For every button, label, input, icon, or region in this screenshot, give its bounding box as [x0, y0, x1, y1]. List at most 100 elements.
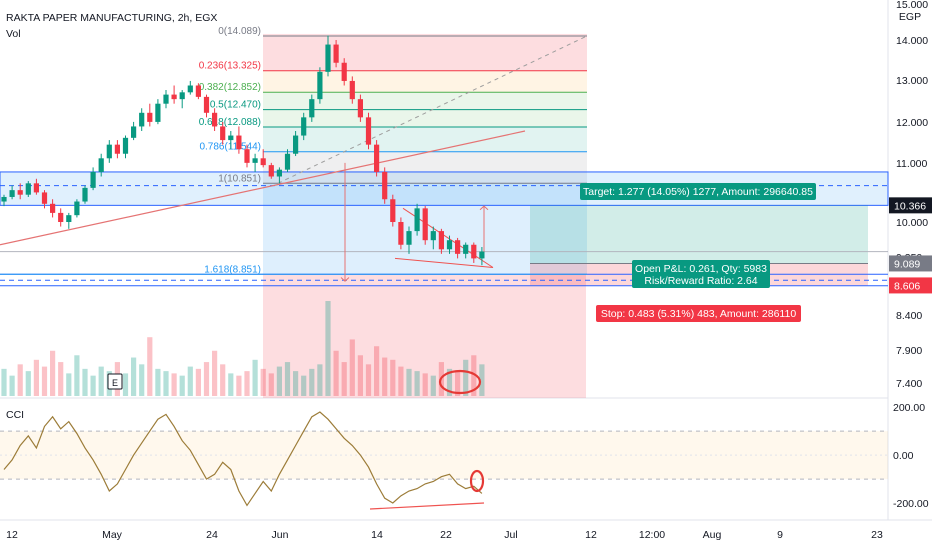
wedge-lower[interactable] [394, 257, 494, 268]
volume-bar-37 [301, 375, 307, 396]
candle-body-53 [430, 231, 436, 241]
volume-bar-46 [374, 346, 380, 396]
cci-divergence-line[interactable] [369, 502, 485, 510]
volume-bar-51 [414, 371, 420, 396]
time-label-11: 23 [871, 529, 883, 541]
volume-bar-16 [131, 357, 137, 396]
price-tick-7: 8.400 [896, 310, 922, 322]
candle-body-17 [139, 112, 145, 127]
volume-bar-34 [276, 366, 282, 396]
price-tick-2: 13.000 [896, 75, 928, 87]
ascending-trendline[interactable] [0, 130, 526, 246]
candle-body-14 [114, 144, 120, 154]
price-tick-4: 11.000 [896, 158, 927, 170]
candle-body-4 [33, 183, 39, 193]
volume-bar-31 [252, 359, 258, 396]
volume-bar-52 [422, 373, 428, 396]
volume-bar-24 [195, 368, 201, 396]
time-axis-layer[interactable]: 12 May 24 Jun 14 22 Jul 12 12:00 Aug 9 23 [6, 529, 883, 541]
candle-body-59 [479, 251, 485, 259]
position-target-label: Target: 1.277 (14.05%) 1277, Amount: 296… [583, 186, 813, 198]
time-label-2: 24 [206, 529, 218, 541]
volume-bar-40 [325, 301, 331, 396]
position-labels-layer[interactable]: Target: 1.277 (14.05%) 1277, Amount: 296… [580, 183, 816, 322]
volume-bar-44 [357, 355, 363, 396]
candle-body-24 [195, 85, 201, 97]
position-target-zone[interactable] [530, 205, 868, 264]
fibonacci-layer[interactable]: 0(14.089) 0.236(13.325) 0.382(12.852) 0.5(1… [0, 26, 587, 275]
candle-body-13 [106, 144, 112, 159]
volume-bar-30 [244, 371, 250, 396]
candle-body-44 [357, 99, 363, 118]
candle-body-28 [228, 135, 234, 141]
volume-bar-50 [406, 368, 412, 396]
price-tick-0: 15.000 [896, 0, 928, 11]
candle-body-11 [90, 171, 96, 188]
volume-bar-1 [9, 375, 15, 396]
volume-bar-29 [236, 375, 242, 396]
fib-trend-dashed [277, 35, 588, 184]
price-badge-box-1 [889, 255, 932, 272]
volume-bar-22 [179, 375, 185, 396]
volume-bar-45 [365, 364, 372, 396]
volume-bar-9 [74, 355, 80, 396]
candle-body-36 [293, 135, 299, 154]
volume-bar-6 [50, 350, 56, 396]
volume-bar-38 [309, 368, 315, 396]
volume-bar-17 [139, 364, 145, 396]
candle-body-30 [244, 149, 250, 163]
position-stop-label-box[interactable] [596, 305, 801, 322]
volume-bar-32 [260, 368, 266, 396]
chart-title: RAKTA PAPER MANUFACTURING, 2h, EGX [6, 12, 217, 24]
event-badge-box[interactable] [107, 373, 123, 390]
price-badge-0: 10.366 [894, 200, 926, 212]
volume-bar-58 [471, 355, 477, 396]
price-tick-5: 10.000 [896, 217, 928, 229]
candle-body-18 [147, 112, 153, 122]
volume-bar-11 [90, 375, 96, 396]
volume-bar-20 [163, 371, 169, 396]
candle-body-42 [341, 62, 347, 81]
candle-body-38 [309, 99, 315, 118]
time-label-4: 14 [371, 529, 383, 541]
candle-body-51 [414, 208, 420, 232]
volume-bar-28 [228, 373, 234, 396]
time-label-1: May [102, 529, 123, 541]
position-pnl-label-line1: Risk/Reward Ratio: 2.64 [644, 275, 757, 287]
volume-bar-56 [455, 371, 461, 396]
price-badge-1: 9.089 [894, 258, 920, 270]
candle-body-32 [260, 158, 266, 166]
position-pnl-label-box[interactable] [632, 260, 770, 288]
candle-body-1 [9, 190, 15, 197]
candle-body-23 [187, 85, 193, 93]
fib-label-3: 0.5(12.470) [210, 100, 261, 111]
candle-body-9 [74, 201, 80, 216]
fib-label-5: 0.786(11.544) [199, 142, 261, 153]
candle-body-52 [422, 208, 428, 241]
fib-label-7: 1.618(8.851) [204, 264, 261, 275]
volume-bar-3 [25, 371, 31, 396]
cci-layer [0, 411, 888, 510]
price-tick-9: 7.400 [896, 378, 922, 390]
volume-bar-36 [293, 371, 299, 396]
price-tick-8: 7.900 [896, 345, 922, 357]
price-tick-1: 14.000 [896, 35, 928, 47]
time-label-0: 12 [6, 529, 18, 541]
candle-body-58 [471, 244, 477, 259]
volume-bar-35 [284, 362, 291, 396]
cci-line [3, 411, 483, 507]
position-target-label-box[interactable] [580, 183, 816, 200]
position-stop-label: Stop: 0.483 (5.31%) 483, Amount: 286110 [601, 308, 797, 320]
volume-bar-25 [203, 362, 210, 396]
event-badge[interactable]: E [112, 378, 118, 388]
volume-bar-42 [341, 362, 347, 396]
price-badge-box-2 [889, 277, 932, 294]
volume-bar-41 [333, 350, 339, 396]
candle-body-3 [25, 183, 31, 195]
candle-body-5 [41, 192, 48, 204]
volume-bar-33 [268, 373, 274, 396]
candle-body-16 [131, 126, 137, 138]
candle-body-48 [390, 199, 396, 222]
